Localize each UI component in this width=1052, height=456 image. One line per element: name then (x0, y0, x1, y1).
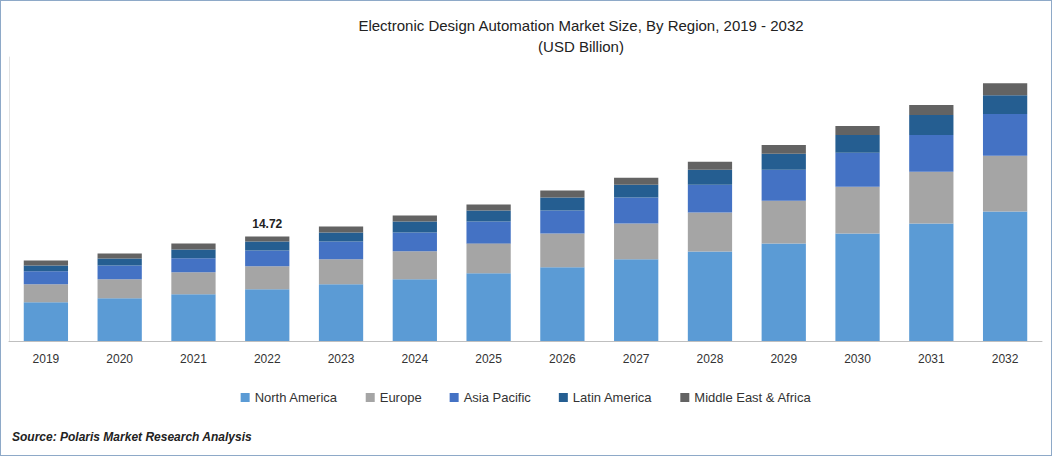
svg-text:2027: 2027 (623, 352, 650, 366)
svg-text:2024: 2024 (401, 352, 428, 366)
svg-text:2031: 2031 (918, 352, 945, 366)
svg-text:2019: 2019 (33, 352, 60, 366)
svg-text:2028: 2028 (697, 352, 724, 366)
svg-text:Latin America: Latin America (573, 390, 653, 405)
svg-text:Middle East & Africa: Middle East & Africa (694, 390, 811, 405)
svg-text:2030: 2030 (844, 352, 871, 366)
svg-text:North America: North America (255, 390, 338, 405)
svg-text:14.72: 14.72 (252, 217, 282, 231)
svg-text:2026: 2026 (549, 352, 576, 366)
svg-text:2032: 2032 (992, 352, 1019, 366)
svg-text:Electronic Design Automation M: Electronic Design Automation Market Size… (358, 17, 803, 34)
svg-text:2023: 2023 (328, 352, 355, 366)
svg-text:Europe: Europe (380, 390, 422, 405)
svg-text:2022: 2022 (254, 352, 281, 366)
svg-text:Source: Polaris Market Researc: Source: Polaris Market Research Analysis (12, 430, 252, 444)
svg-text:2025: 2025 (475, 352, 502, 366)
svg-text:(USD Billion): (USD Billion) (538, 38, 624, 55)
svg-text:Asia Pacific: Asia Pacific (464, 390, 532, 405)
svg-text:2021: 2021 (180, 352, 207, 366)
svg-text:2020: 2020 (106, 352, 133, 366)
svg-text:2029: 2029 (770, 352, 797, 366)
